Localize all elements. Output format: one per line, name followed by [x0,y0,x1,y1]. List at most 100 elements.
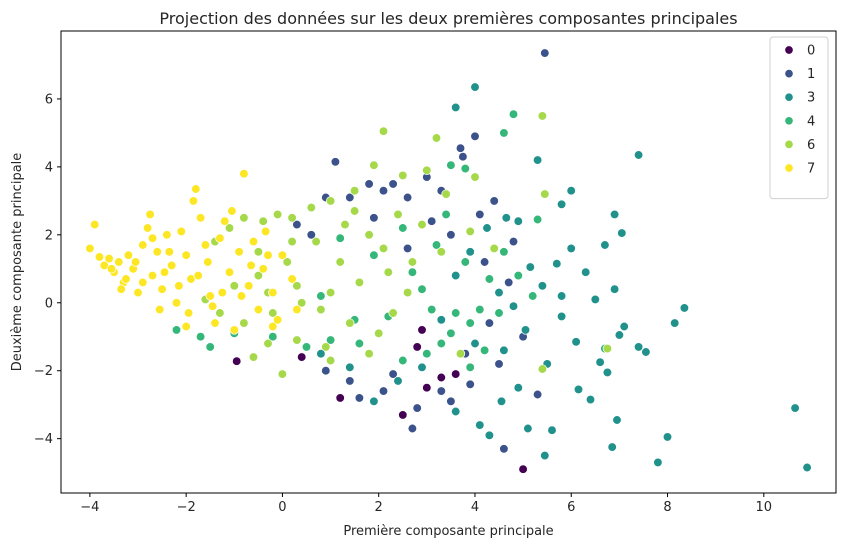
y-tick-label: 6 [45,92,53,107]
point-series-3 [316,349,326,359]
point-series-7 [229,325,239,335]
x-tick-label: 2 [375,500,383,515]
point-series-1 [292,219,302,230]
point-series-4 [316,291,326,301]
point-series-6 [602,343,613,354]
point-series-7 [258,264,268,274]
point-series-7 [263,250,273,260]
point-series-6 [224,223,235,233]
point-series-3 [451,270,461,281]
point-series-6 [292,335,302,345]
point-series-7 [244,281,254,291]
point-series-3 [556,199,567,209]
point-series-0 [422,383,432,393]
y-tick-label: −4 [34,432,53,447]
point-series-1 [484,318,495,328]
point-series-7 [106,264,117,274]
point-series-7 [181,321,191,332]
point-series-6 [537,111,548,121]
point-series-0 [518,464,528,474]
point-series-6 [378,243,389,254]
point-series-1 [475,209,485,220]
point-series-6 [239,213,249,223]
point-series-6 [417,219,427,230]
point-series-1 [407,423,418,434]
point-series-6 [268,308,278,318]
y-tick-label: 4 [45,160,53,175]
point-series-4 [436,338,446,349]
point-series-6 [287,213,297,223]
point-series-3 [556,291,567,301]
point-series-1 [345,376,355,386]
point-series-3 [662,432,673,442]
point-series-4 [465,318,475,328]
point-series-6 [465,226,475,237]
point-series-1 [388,369,398,379]
point-series-3 [614,330,625,340]
point-series-7 [195,213,206,223]
point-series-6 [292,281,302,291]
point-series-4 [301,342,312,352]
point-series-6 [378,126,389,136]
point-series-4 [354,338,365,349]
legend-marker-4 [784,116,794,126]
point-series-6 [422,165,432,175]
point-series-6 [374,328,384,338]
point-series-4 [499,247,509,257]
point-series-7 [123,250,134,260]
point-series-3 [585,394,596,405]
point-series-6 [321,342,331,352]
point-series-4 [325,335,336,345]
point-series-3 [633,342,644,352]
point-series-7 [121,274,131,284]
point-series-4 [460,257,470,267]
point-series-4 [508,109,519,119]
point-series-1 [427,216,437,226]
legend-marker-3 [784,92,794,102]
point-series-6 [369,160,379,170]
legend-label-3: 3 [807,91,815,106]
point-series-3 [540,450,550,461]
point-series-7 [183,308,194,318]
point-series-1 [489,196,499,206]
point-series-3 [508,301,519,311]
point-series-3 [525,262,535,272]
point-series-3 [484,430,495,440]
point-series-0 [335,393,345,403]
point-series-1 [321,366,331,376]
y-tick-label: 0 [45,296,53,311]
point-series-6 [282,257,292,267]
point-series-3 [609,209,620,220]
legend-label-6: 6 [807,138,815,153]
point-series-6 [263,338,273,349]
point-series-3 [475,420,485,430]
point-series-3 [393,376,403,386]
point-series-7 [193,270,203,281]
point-series-7 [130,257,141,267]
point-series-3 [566,186,576,196]
point-series-7 [162,230,172,240]
point-series-6 [272,209,283,220]
point-series-1 [508,236,519,247]
point-series-4 [499,128,509,138]
point-series-4 [513,270,523,281]
point-series-6 [388,308,398,318]
point-series-6 [325,355,336,366]
point-series-3 [790,403,800,413]
point-series-7 [145,209,155,220]
point-series-7 [234,247,244,257]
point-series-1 [378,386,389,396]
point-series-7 [268,287,278,298]
point-series-7 [236,291,247,301]
point-series-6 [253,247,264,257]
point-series-0 [297,352,307,362]
point-series-7 [215,233,225,243]
point-series-3 [653,457,663,468]
legend-marker-1 [784,69,794,79]
point-series-7 [138,277,148,288]
legend: 0 1 3 4 6 7 [769,36,829,200]
point-series-3 [802,462,812,473]
point-series-6 [431,133,442,143]
point-series-1 [306,230,316,240]
point-series-4 [431,240,442,250]
